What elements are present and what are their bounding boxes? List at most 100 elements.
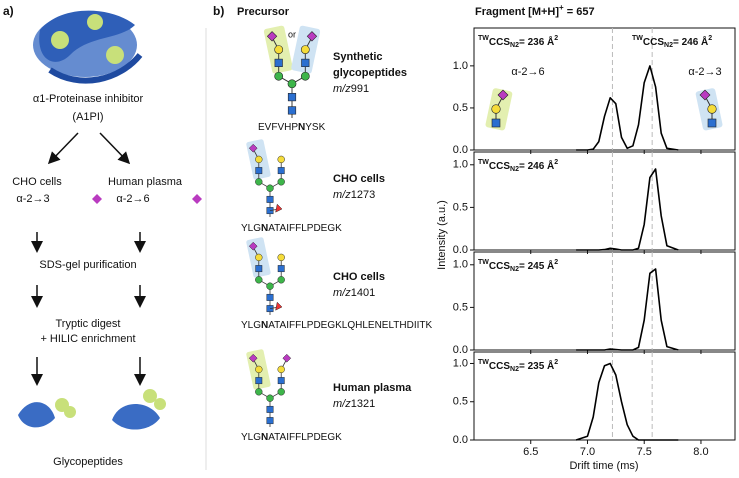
glcnac — [266, 305, 274, 313]
glcnac — [255, 167, 263, 175]
source-name: CHO cells — [12, 176, 62, 188]
glcnac — [266, 195, 274, 203]
mannose — [277, 388, 285, 396]
fucose — [275, 301, 283, 311]
mannose — [274, 71, 284, 81]
step: + HILIC enrichment — [40, 333, 135, 345]
ccs-annotation: TWCCSN2= 236 Å2 — [478, 35, 558, 50]
precursor-name: Synthetic — [333, 51, 383, 63]
mz: m/z1273 — [333, 189, 375, 201]
x-tick-label: 7.5 — [637, 446, 652, 458]
x-axis-label: Drift time (ms) — [569, 460, 638, 472]
ccs-part: TW — [632, 35, 643, 42]
mannose — [266, 282, 274, 290]
mz-label: m/z — [333, 189, 351, 201]
linkage-icon — [695, 88, 723, 131]
peptide-sequence: YLGNATAIFFLPDEGK — [241, 432, 342, 443]
linkage-icon — [485, 88, 513, 131]
ccs-annotation: TWCCSN2= 246 Å2 — [632, 35, 712, 50]
peptide-part: ATAIFFLPDEGKLQHLENELTHDIITK — [268, 320, 432, 331]
panel-label: b) — [213, 4, 224, 18]
protein-structure — [33, 10, 143, 84]
galactose — [255, 365, 263, 374]
y-tick-label: 1.0 — [453, 357, 468, 369]
sialic-acid — [497, 89, 509, 101]
galactose — [300, 45, 310, 54]
galactose — [255, 253, 263, 262]
ccs-part: 2 — [554, 35, 558, 42]
ccs-part: TW — [478, 259, 489, 266]
fucose — [275, 203, 283, 213]
ccs-part: CCS — [489, 161, 510, 172]
mz: m/z1321 — [333, 398, 375, 410]
peptide-part: ATAIFFLPDEGK — [268, 223, 342, 234]
glcnac — [266, 293, 274, 301]
precursor-name: Human plasma — [333, 382, 412, 394]
galactose — [491, 104, 501, 114]
plot-frame — [473, 27, 736, 151]
mannose — [300, 71, 310, 81]
mannose — [277, 276, 285, 284]
sialic-acid — [282, 353, 292, 363]
galactose — [277, 365, 285, 374]
ccs-part: = 235 Å — [519, 359, 554, 372]
ccs-part: N2 — [510, 166, 519, 173]
x-tick-label: 8.0 — [693, 446, 708, 458]
intensity-line — [575, 362, 679, 441]
peptide-part: ATAIFFLPDEGK — [268, 432, 342, 443]
y-tick-label: 0.5 — [453, 102, 468, 114]
ccs-part: CCS — [489, 361, 510, 372]
panel-heading: Precursor — [237, 6, 290, 18]
y-tick-label: 0.0 — [453, 344, 468, 356]
sialic-acid — [266, 31, 278, 42]
glcnac — [491, 118, 501, 128]
mannose — [266, 394, 274, 402]
step: SDS-gel purification — [39, 259, 136, 271]
peptide-part: N — [261, 223, 268, 234]
sialic-acid — [248, 143, 258, 153]
glcnac — [277, 377, 285, 385]
ccs-part: = 236 Å — [519, 35, 554, 48]
glcnac — [266, 207, 274, 215]
precursor-name: CHO cells — [333, 271, 385, 283]
mz: m/z991 — [333, 83, 369, 95]
y-tick-label: 0.5 — [453, 201, 468, 213]
panel-label: a) — [3, 4, 14, 18]
ccs-part: = 246 Å — [519, 159, 554, 172]
peptide-part: YLG — [241, 432, 261, 443]
mannose — [287, 79, 297, 89]
protein-abbrev: (A1PI) — [72, 111, 103, 123]
mz-value: 1321 — [351, 398, 375, 410]
intensity-line — [576, 268, 679, 351]
precursor-name: glycopeptides — [333, 67, 407, 79]
glcnac — [255, 265, 263, 273]
peptide-part: YSK — [305, 122, 325, 133]
ccs-part: 2 — [554, 159, 558, 166]
mz-label: m/z — [333, 398, 351, 410]
intensity-line — [576, 168, 679, 251]
ccs-part: CCS — [489, 261, 510, 272]
glcnac — [266, 405, 274, 413]
y-tick-label: 1.0 — [453, 259, 468, 271]
ccs-part: TW — [478, 159, 489, 166]
glcnac — [707, 118, 717, 128]
peptide-part: YLG — [241, 223, 261, 234]
peptide-sequence: YLGNATAIFFLPDEGK — [241, 223, 342, 234]
mz-value: 991 — [351, 83, 369, 95]
glcnac — [277, 265, 285, 273]
ccs-part: TW — [478, 359, 489, 366]
mannose — [255, 178, 263, 186]
peptide-part: N — [298, 122, 305, 133]
ccs-part: 2 — [554, 359, 558, 366]
glycan — [246, 349, 292, 427]
glcnac — [301, 58, 310, 67]
title-part: Fragment [M+H] — [475, 6, 559, 18]
sialic-acid-icon — [92, 194, 102, 204]
product: Glycopeptides — [53, 456, 123, 468]
sialic-acid — [248, 241, 258, 251]
ccs-part: CCS — [489, 37, 510, 48]
ccs-annotation: TWCCSN2= 235 Å2 — [478, 359, 558, 374]
ccs-part: CCS — [643, 37, 664, 48]
